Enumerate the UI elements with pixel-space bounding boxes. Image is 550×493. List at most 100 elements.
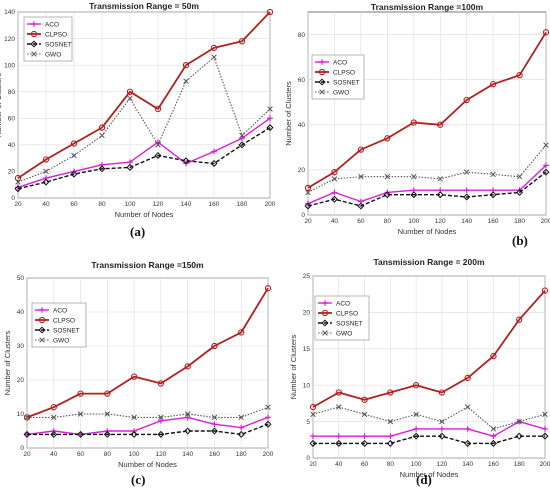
x-tick-label: 20 (304, 218, 312, 225)
series-sosnet (304, 168, 550, 210)
series-sosnet (14, 124, 274, 193)
data-point (541, 287, 549, 294)
data-point (438, 432, 446, 440)
data-point (238, 329, 245, 336)
x-tick-label: 140 (461, 218, 472, 225)
legend-marker-clpso (318, 68, 326, 76)
series-clpso (309, 287, 549, 411)
series-sosnet (23, 420, 272, 438)
legend-label-aco: ACO (45, 21, 59, 28)
legend-label-clpso: CLPSO (45, 31, 67, 38)
data-point (183, 78, 189, 84)
data-point (239, 135, 245, 142)
chart-c: 20 40 60 80 100 120 140 160 180 200 0 10 20 30 40 50 Tra… (0, 248, 275, 493)
legend-label-sosnet: SOSNET (45, 41, 72, 48)
data-point (542, 168, 550, 176)
series-sosnet-line (307, 171, 547, 207)
data-point (23, 430, 31, 438)
chart-c-svg: 20 40 60 80 100 120 140 160 180 200 0 10 20 30 40 50 Tra… (3, 260, 274, 469)
x-tick-label: 40 (42, 201, 50, 208)
data-point (516, 418, 522, 425)
chart-b-svg: 20 40 60 80 100 120 140 160 180 200020406080Trans… (284, 2, 550, 236)
x-tick-label: 180 (236, 451, 247, 458)
y-tick-label: 0 (301, 212, 305, 219)
series-aco-line (307, 164, 547, 205)
data-point (43, 168, 49, 175)
y-tick-label: 20 (17, 377, 25, 384)
data-point (238, 141, 246, 149)
y-tick-label: 10 (303, 382, 311, 389)
chart-b: 20 40 60 80 100 120 140 160 180 200 0 20 40 60 80 Trans… (275, 0, 550, 245)
data-point (336, 404, 342, 410)
legend-label-clpso: CLPSO (336, 310, 358, 317)
data-point (266, 124, 274, 132)
data-point (489, 191, 497, 199)
data-point (387, 433, 394, 439)
legend: ACO CLPSO SOSNET GWO (23, 16, 73, 62)
x-tick-label: 60 (77, 451, 85, 458)
data-point (42, 178, 50, 186)
legend-marker-aco (319, 59, 325, 65)
data-point (331, 168, 338, 176)
legend-marker-sosnet (318, 78, 326, 86)
chart-title: Tansmission Range = 200m (373, 257, 485, 267)
data-point (386, 439, 394, 447)
data-point (155, 142, 161, 148)
data-point (490, 433, 497, 439)
y-tick-label: 10 (17, 411, 25, 418)
y-tick-label: 40 (8, 142, 16, 149)
data-point (154, 151, 162, 159)
x-tick-label: 160 (209, 201, 220, 208)
x-tick-label: 40 (331, 218, 339, 225)
y-tick-label: 20 (298, 167, 306, 174)
caption-c: (c) (131, 472, 146, 487)
legend-marker-gwo (322, 330, 328, 336)
data-point (98, 165, 106, 173)
y-tick-label: 40 (298, 122, 306, 129)
series-gwo (305, 142, 549, 196)
data-point (24, 414, 30, 421)
data-point (331, 189, 338, 196)
y-tick-label: 60 (298, 77, 306, 84)
data-point (77, 430, 85, 438)
y-tick-label: 100 (4, 62, 15, 69)
data-point (413, 411, 419, 418)
chart-d-svg: 20 40 60 80 100 120 140 160 180 200 0 5 10 15 20 25 Tans… (289, 257, 550, 479)
data-point (411, 173, 417, 180)
data-point (412, 382, 420, 389)
x-tick-label: 20 (14, 201, 22, 208)
x-tick-label: 60 (357, 218, 365, 225)
x-tick-label: 160 (488, 461, 499, 468)
x-tick-label: 180 (514, 461, 525, 468)
data-point (182, 61, 190, 69)
data-point (211, 148, 217, 155)
data-point (70, 140, 78, 147)
data-point (542, 411, 548, 418)
data-point (543, 142, 549, 148)
y-tick-label: 20 (8, 169, 16, 176)
data-point (304, 202, 312, 210)
data-point (361, 411, 368, 418)
x-tick-label: 200 (265, 201, 276, 208)
caption-a: (a) (130, 224, 146, 239)
data-point (439, 418, 445, 425)
data-point (516, 188, 524, 196)
legend-marker-sosnet (30, 40, 38, 48)
legend-label-sosnet: SOSNET (333, 79, 360, 86)
legend-label-aco: ACO (336, 300, 350, 307)
data-point (14, 174, 22, 182)
data-point (126, 88, 134, 95)
y-tick-label: 80 (8, 89, 16, 96)
data-point (239, 132, 245, 139)
data-point (464, 404, 471, 410)
x-tick-label: 160 (209, 451, 220, 458)
data-point (384, 135, 391, 142)
data-point (50, 430, 58, 438)
data-point (267, 106, 273, 112)
x-tick-label: 40 (335, 461, 343, 468)
series-gwo-line (312, 406, 546, 430)
x-tick-label: 200 (540, 461, 550, 468)
data-point (237, 430, 245, 438)
x-tick-label: 140 (462, 461, 473, 468)
series-gwo-line (27, 406, 269, 418)
